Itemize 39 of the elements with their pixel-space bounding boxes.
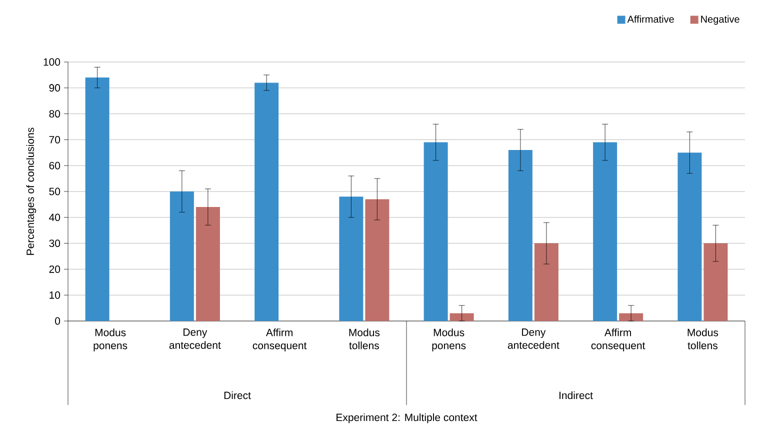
text: Experiment 2: Multiple context xyxy=(336,413,478,424)
text: Indirect xyxy=(560,391,593,400)
y-axis-title: Percentages of conclusions xyxy=(26,128,36,255)
x-tick-label: Modus tollens xyxy=(349,328,380,350)
bar xyxy=(196,207,220,321)
bar xyxy=(508,150,532,321)
bar xyxy=(424,142,448,321)
legend-label: Negative xyxy=(701,15,740,25)
bar xyxy=(450,313,474,321)
y-tick-label: 90 xyxy=(49,84,60,92)
bar xyxy=(365,199,390,321)
x-tick-label: Modus tollens xyxy=(688,328,718,350)
y-tick-label: 20 xyxy=(49,265,60,273)
x-tick-label: Deny antecedent xyxy=(169,328,221,349)
bar xyxy=(619,313,644,321)
bar xyxy=(254,82,279,321)
bar xyxy=(85,78,110,321)
text: Direct xyxy=(224,391,251,400)
x-tick-label: Modus ponens xyxy=(94,328,128,352)
y-tick-label: 40 xyxy=(49,214,60,222)
bar xyxy=(678,152,702,321)
bar xyxy=(339,196,364,321)
y-tick-label: 10 xyxy=(50,291,60,299)
x-tick-label: Affirm consequent xyxy=(591,328,646,352)
y-tick-label: 100 xyxy=(44,58,60,66)
bar xyxy=(170,191,194,321)
bar xyxy=(534,243,558,321)
y-tick-label: 60 xyxy=(49,162,60,170)
x-tick-label: Modus ponens xyxy=(432,328,466,352)
bar xyxy=(704,243,728,321)
legend-label: Affirmative xyxy=(627,15,674,23)
y-tick-label: 30 xyxy=(49,240,60,248)
y-tick-label: 50 xyxy=(49,188,60,196)
y-tick-label: 0 xyxy=(55,317,60,325)
bar xyxy=(593,142,618,321)
y-tick-label: 80 xyxy=(49,110,60,118)
x-tick-label: Deny antecedent xyxy=(508,328,560,349)
y-tick-label: 70 xyxy=(49,136,60,144)
x-tick-label: Affirm consequent xyxy=(252,328,307,352)
